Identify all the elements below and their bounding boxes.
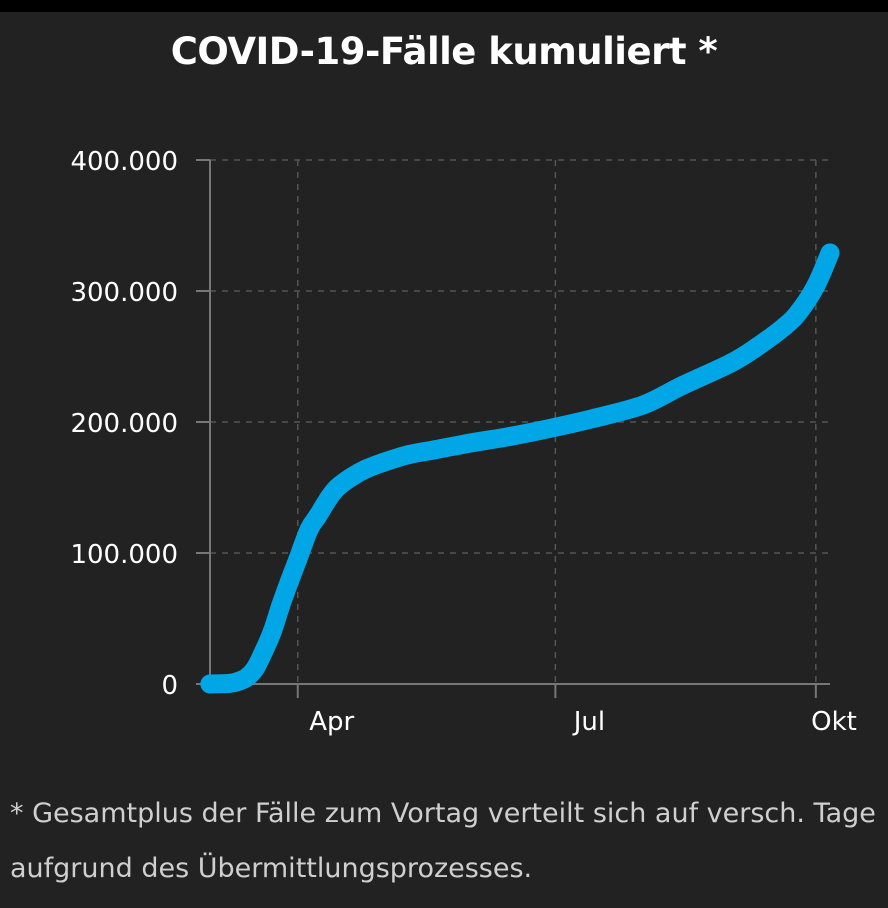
- data-point: [673, 375, 693, 395]
- data-point: [633, 395, 653, 415]
- data-point: [746, 337, 766, 357]
- cases-line-chart: 0 100.000 200.000 300.000 400.000 Apr Jul Okt: [70, 147, 856, 737]
- data-point: [585, 408, 605, 428]
- y-tick-label: 200.000: [70, 409, 178, 439]
- data-point: [373, 453, 393, 473]
- footnote-line-1: * Gesamtplus der Fälle zum Vortag vertei…: [10, 798, 876, 829]
- cases-series-line: [200, 243, 840, 694]
- data-point: [398, 445, 418, 465]
- x-tick-label: Jul: [572, 707, 605, 737]
- chart-title: COVID-19-Fälle kumuliert *: [170, 30, 718, 73]
- data-point: [806, 276, 826, 296]
- data-point: [342, 467, 362, 487]
- footnote-line-2: aufgrund des Übermittlungsprozesses.: [10, 853, 533, 884]
- x-tick-label: Apr: [309, 707, 354, 737]
- data-point: [327, 478, 347, 497]
- y-tick-label: 300.000: [70, 278, 178, 308]
- y-tick-label: 0: [161, 671, 178, 701]
- data-point: [356, 459, 376, 479]
- data-point: [460, 433, 480, 453]
- data-point: [721, 353, 741, 373]
- tick-labels: 0 100.000 200.000 300.000 400.000 Apr Jul Okt: [70, 147, 856, 737]
- data-point: [279, 572, 299, 592]
- data-point: [775, 316, 795, 336]
- data-point: [545, 417, 565, 437]
- data-point: [288, 550, 308, 570]
- data-point: [245, 658, 265, 678]
- x-tick-label: Okt: [811, 707, 857, 737]
- data-point: [426, 440, 446, 460]
- data-point: [789, 302, 809, 322]
- footnote: * Gesamtplus der Fälle zum Vortag vertei…: [10, 786, 880, 896]
- y-tick-label: 100.000: [70, 540, 178, 570]
- data-point: [500, 426, 520, 446]
- data-point: [200, 674, 220, 694]
- y-tick-label: 400.000: [70, 147, 178, 177]
- data-point: [271, 595, 291, 615]
- data-point: [308, 506, 328, 526]
- data-point: [254, 641, 274, 661]
- data-point: [820, 243, 840, 263]
- chart-panel: [0, 12, 888, 908]
- grid-lines: [210, 159, 830, 684]
- series-layer: [200, 243, 840, 694]
- data-point: [262, 622, 282, 642]
